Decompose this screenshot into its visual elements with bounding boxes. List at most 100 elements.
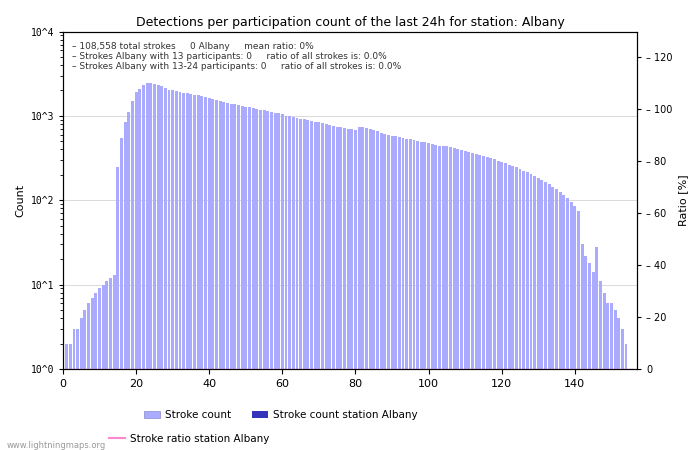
Y-axis label: Count: Count xyxy=(15,184,25,217)
Bar xyxy=(332,126,335,450)
Bar xyxy=(127,112,130,450)
Bar xyxy=(146,83,148,450)
Bar xyxy=(427,143,430,450)
Bar xyxy=(288,116,291,450)
Bar xyxy=(292,117,295,450)
Bar xyxy=(277,113,280,450)
Bar xyxy=(76,329,79,450)
Text: www.lightningmaps.org: www.lightningmaps.org xyxy=(7,441,106,450)
Bar xyxy=(402,138,405,450)
Bar xyxy=(190,94,193,450)
Bar xyxy=(544,182,547,450)
Bar xyxy=(139,89,141,450)
Bar xyxy=(566,198,569,450)
Bar xyxy=(65,344,68,450)
Bar xyxy=(449,147,452,450)
Bar xyxy=(248,108,251,450)
Bar xyxy=(456,149,459,450)
Bar xyxy=(361,127,364,450)
Bar xyxy=(226,103,229,450)
Bar xyxy=(522,171,525,450)
Legend: Stroke ratio station Albany: Stroke ratio station Albany xyxy=(105,430,274,448)
Bar xyxy=(336,126,339,450)
Bar xyxy=(142,86,145,450)
Bar xyxy=(416,141,419,450)
Bar xyxy=(595,247,598,450)
Bar xyxy=(318,122,321,450)
Bar xyxy=(438,145,441,450)
Bar xyxy=(496,161,500,450)
Bar xyxy=(87,303,90,450)
Bar xyxy=(511,166,514,450)
Bar xyxy=(134,92,138,450)
Bar xyxy=(200,96,204,450)
Bar xyxy=(559,192,561,450)
Bar xyxy=(204,97,207,450)
Bar xyxy=(167,90,171,450)
Bar xyxy=(307,120,309,450)
Bar xyxy=(113,275,116,450)
Bar xyxy=(131,101,134,450)
Bar xyxy=(124,122,127,450)
Bar xyxy=(420,142,423,450)
Bar xyxy=(314,122,316,450)
Bar xyxy=(351,129,354,450)
Bar xyxy=(445,146,448,450)
Bar xyxy=(262,110,265,450)
Bar xyxy=(548,184,551,450)
Bar xyxy=(453,148,456,450)
Bar xyxy=(274,112,276,450)
Bar xyxy=(230,104,232,450)
Bar xyxy=(299,118,302,450)
Bar xyxy=(178,92,181,450)
Bar xyxy=(218,101,222,450)
Bar xyxy=(628,369,631,450)
Bar xyxy=(376,131,379,450)
Bar xyxy=(73,329,76,450)
Bar xyxy=(233,104,237,450)
Bar xyxy=(98,288,101,450)
Bar xyxy=(80,318,83,450)
Bar xyxy=(478,155,482,450)
Bar xyxy=(519,169,522,450)
Bar xyxy=(588,263,591,450)
Bar xyxy=(493,159,496,450)
Bar xyxy=(266,111,270,450)
Bar xyxy=(500,162,503,450)
Bar xyxy=(475,154,477,450)
Bar xyxy=(69,344,72,450)
Bar xyxy=(182,93,185,450)
Bar xyxy=(340,127,342,450)
Bar xyxy=(372,130,375,450)
Bar xyxy=(186,93,189,450)
Bar xyxy=(91,298,94,450)
Bar xyxy=(321,123,324,450)
Bar xyxy=(391,135,393,450)
Bar xyxy=(252,108,255,450)
Bar xyxy=(256,109,258,450)
Bar xyxy=(120,138,123,450)
Bar xyxy=(610,303,613,450)
Bar xyxy=(172,90,174,450)
Bar xyxy=(624,344,627,450)
Bar xyxy=(552,187,554,450)
Bar xyxy=(379,132,382,450)
Bar xyxy=(405,139,408,450)
Bar xyxy=(102,284,105,450)
Title: Detections per participation count of the last 24h for station: Albany: Detections per participation count of th… xyxy=(136,16,564,29)
Bar xyxy=(442,146,444,450)
Bar xyxy=(435,145,438,450)
Bar xyxy=(508,165,510,450)
Bar xyxy=(599,281,602,450)
Bar xyxy=(310,121,313,450)
Bar xyxy=(463,151,467,450)
Bar xyxy=(529,174,533,450)
Bar xyxy=(303,119,306,450)
Bar xyxy=(468,152,470,450)
Bar xyxy=(175,91,178,450)
Bar xyxy=(398,137,401,450)
Bar xyxy=(295,118,298,450)
Bar xyxy=(116,166,119,450)
Y-axis label: Ratio [%]: Ratio [%] xyxy=(678,175,688,226)
Bar xyxy=(533,176,536,450)
